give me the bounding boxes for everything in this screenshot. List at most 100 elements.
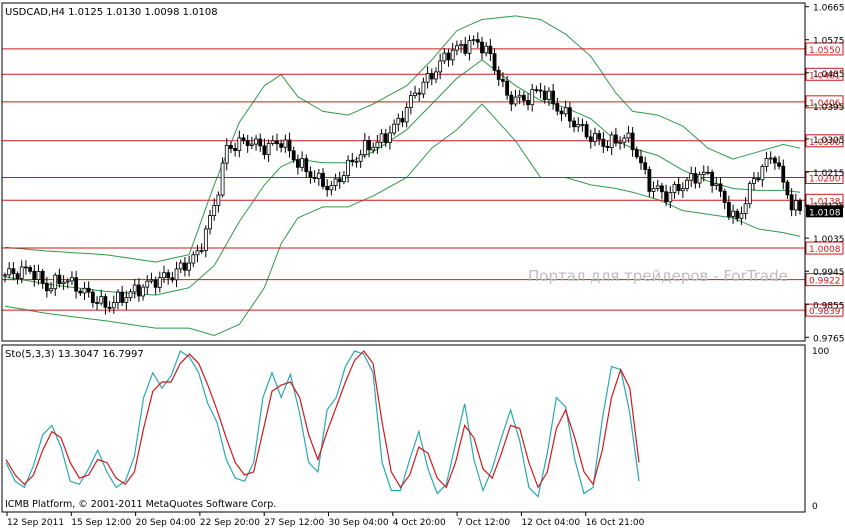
candle-body — [266, 143, 271, 156]
candle-body — [434, 71, 438, 80]
candle-body — [459, 43, 463, 47]
candle-body — [220, 162, 225, 196]
horizontal-levels[interactable]: 1.0550 1.0481 1.0406 1.0300 1.0200 1.0138 1.00… — [2, 42, 844, 317]
candle-body — [358, 154, 363, 162]
candle-body — [254, 138, 258, 145]
candle-body — [187, 262, 192, 271]
candle-body — [768, 157, 773, 160]
candle-body — [530, 89, 535, 106]
candle-body — [752, 178, 756, 184]
candle-body — [300, 158, 304, 168]
candle-body — [195, 250, 200, 256]
candle-body — [212, 205, 217, 217]
candle-body — [70, 277, 74, 282]
candle-body — [224, 145, 229, 164]
time-axis-label: 12 Sep 2011 — [7, 518, 64, 528]
candle-body — [680, 188, 685, 191]
candle-body — [513, 96, 518, 105]
candle-body — [446, 52, 451, 61]
candle-body — [781, 165, 786, 183]
candle-body — [53, 274, 58, 290]
candle-body — [36, 270, 41, 281]
candle-body — [605, 145, 610, 148]
price-axis-label: 1.0305 — [813, 136, 845, 146]
candle-body — [11, 268, 16, 275]
candle-body — [136, 284, 141, 297]
axis-labels: 1.0665 1.0575 1.0485 1.0395 1.0305 1.0215 1.01… — [6, 4, 845, 528]
candle-body — [693, 173, 698, 184]
candle-body — [153, 279, 158, 288]
candle-body — [664, 191, 669, 203]
candle-body — [400, 117, 405, 123]
candle-body — [346, 159, 351, 176]
time-axis-label: 7 Oct 12:00 — [457, 518, 510, 528]
candle-body — [555, 103, 560, 112]
level-price-box — [805, 42, 844, 56]
level-price-label: 1.0300 — [809, 138, 841, 148]
candle-body — [295, 159, 300, 168]
candle-body — [609, 134, 614, 148]
candle-body — [208, 215, 212, 230]
level-price-label: 1.0138 — [809, 197, 841, 207]
candle-body — [454, 45, 459, 51]
candle-body — [697, 174, 702, 184]
candle-body — [572, 120, 576, 128]
time-axis-label: 27 Sep 12:00 — [264, 518, 324, 528]
candle-body — [660, 185, 664, 193]
candle-body — [408, 95, 413, 108]
candle-body — [329, 185, 334, 191]
candle-body — [116, 291, 120, 303]
candle-body — [756, 178, 761, 181]
candle-body — [501, 78, 505, 82]
candle-body — [639, 156, 643, 164]
candle-body — [258, 138, 263, 147]
candle-body — [488, 45, 493, 55]
candle-body — [291, 150, 296, 161]
candle-body — [404, 107, 409, 123]
stochastic-pane-frame — [1, 344, 806, 513]
level-price-label: 1.0200 — [809, 175, 841, 185]
candle-body — [521, 94, 526, 101]
candle-body — [559, 110, 564, 115]
price-axis-label: 1.0665 — [813, 4, 845, 14]
candle-body — [216, 194, 221, 206]
candle-body — [111, 302, 116, 309]
candle-body — [626, 132, 631, 139]
candle-body — [44, 282, 49, 292]
time-axis-label: 15 Sep 12:00 — [71, 518, 131, 528]
candle-body — [442, 52, 447, 62]
candlesticks — [3, 32, 802, 315]
candle-body — [534, 89, 539, 92]
stoch-axis-label: 100 — [812, 347, 829, 357]
stochastic-lines — [5, 350, 640, 498]
time-axis-label: 16 Oct 21:00 — [586, 518, 645, 528]
price-axis-label: 1.0575 — [813, 37, 845, 47]
level-price-box — [805, 273, 844, 287]
candle-body — [40, 270, 45, 284]
price-axis-label: 0.9855 — [813, 301, 845, 311]
candle-body — [229, 145, 233, 149]
current-price-box — [806, 205, 843, 218]
candle-body — [547, 90, 551, 101]
candle-body — [367, 139, 371, 151]
candle-body — [141, 286, 145, 297]
candle-body — [19, 266, 24, 279]
candle-body — [735, 210, 740, 219]
candle-body — [61, 281, 66, 284]
candle-body — [65, 280, 70, 283]
candle-body — [739, 213, 744, 219]
candle-body — [262, 145, 267, 156]
candle-body — [275, 140, 279, 145]
candle-body — [86, 287, 91, 293]
candle-body — [655, 185, 660, 189]
candle-body — [388, 132, 392, 143]
candle-body — [601, 138, 606, 147]
price-axis-label: 1.0035 — [813, 235, 845, 245]
time-axis-label: 30 Sep 04:00 — [329, 518, 389, 528]
candle-body — [492, 53, 497, 71]
candle-body — [237, 137, 242, 152]
candle-body — [124, 297, 129, 303]
candle-body — [425, 73, 430, 83]
